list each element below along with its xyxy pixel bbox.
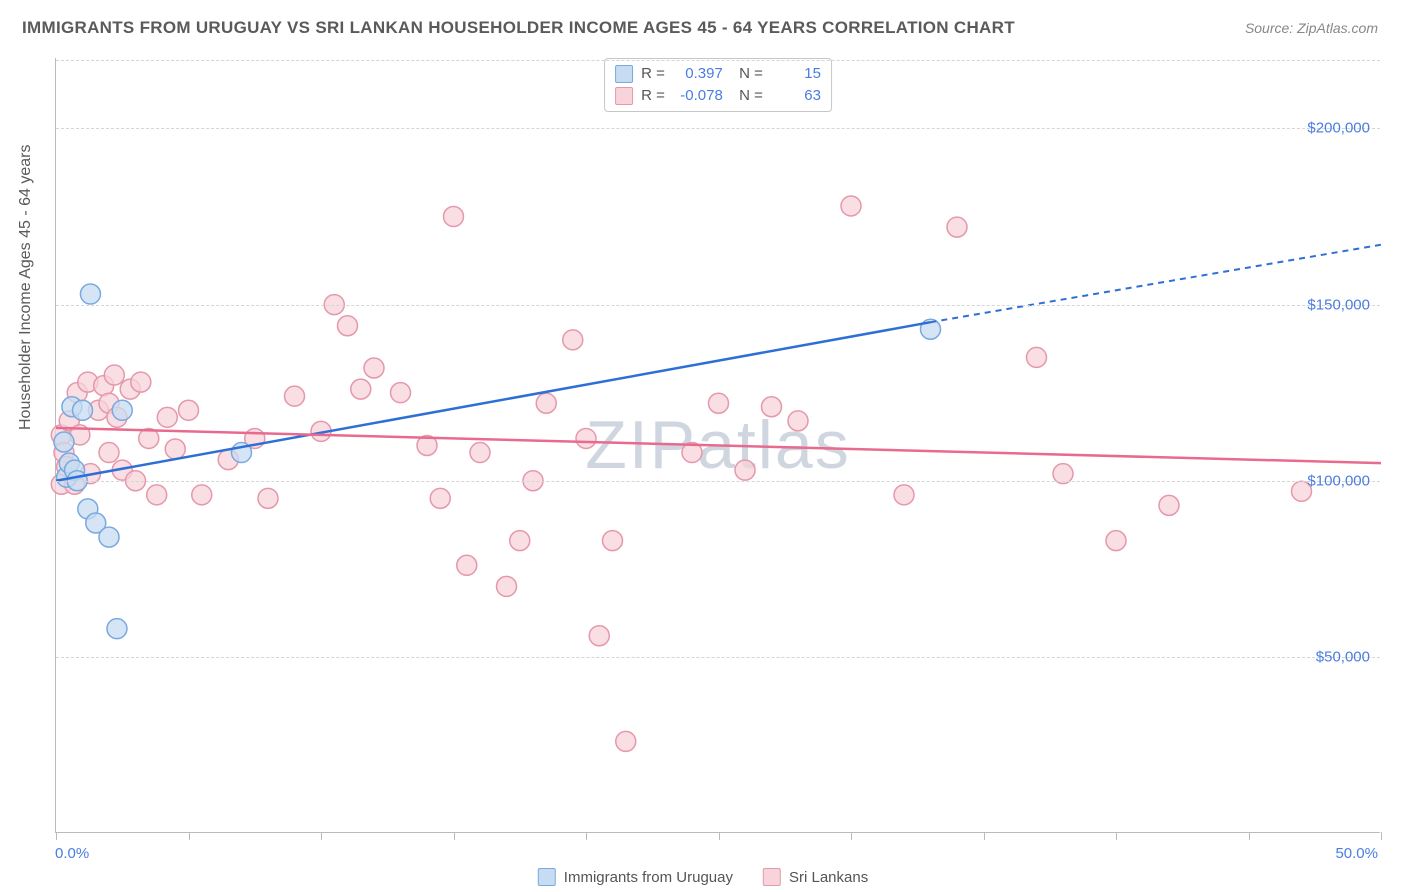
data-point <box>589 626 609 646</box>
x-tick-mark <box>984 832 985 840</box>
correlation-stats-box: R = 0.397 N = 15 R = -0.078 N = 63 <box>604 58 832 112</box>
gridline-h <box>56 481 1380 482</box>
x-tick-mark <box>321 832 322 840</box>
data-point <box>841 196 861 216</box>
data-point <box>470 443 490 463</box>
y-tick-label: $100,000 <box>1307 472 1370 489</box>
x-tick-mark <box>1381 832 1382 840</box>
swatch-series-a <box>615 65 633 83</box>
stats-row-series-a: R = 0.397 N = 15 <box>615 63 821 85</box>
n-label: N = <box>731 85 763 107</box>
data-point <box>576 428 596 448</box>
x-tick-mark <box>454 832 455 840</box>
data-point <box>603 531 623 551</box>
x-tick-mark <box>586 832 587 840</box>
x-tick-mark <box>189 832 190 840</box>
data-point <box>563 330 583 350</box>
x-tick-max: 50.0% <box>1335 845 1378 862</box>
data-point <box>104 365 124 385</box>
data-point <box>351 379 371 399</box>
source-attribution: Source: ZipAtlas.com <box>1245 20 1378 36</box>
data-point <box>1106 531 1126 551</box>
legend-swatch-a <box>538 868 556 886</box>
data-point <box>285 386 305 406</box>
data-point <box>536 393 556 413</box>
data-point <box>258 488 278 508</box>
x-tick-mark <box>719 832 720 840</box>
gridline-h <box>56 128 1380 129</box>
data-point <box>1027 347 1047 367</box>
data-point <box>709 393 729 413</box>
data-point <box>364 358 384 378</box>
gridline-h <box>56 657 1380 658</box>
y-tick-label: $150,000 <box>1307 296 1370 313</box>
legend-label-b: Sri Lankans <box>789 869 868 886</box>
x-tick-mark <box>56 832 57 840</box>
plot-area: ZIPatlas R = 0.397 N = 15 R = -0.078 N =… <box>55 58 1380 833</box>
data-point <box>788 411 808 431</box>
legend-swatch-b <box>763 868 781 886</box>
data-point <box>735 460 755 480</box>
data-point <box>762 397 782 417</box>
stats-row-series-b: R = -0.078 N = 63 <box>615 85 821 107</box>
data-point <box>510 531 530 551</box>
data-point <box>947 217 967 237</box>
data-point <box>894 485 914 505</box>
n-label: N = <box>731 63 763 85</box>
legend-label-a: Immigrants from Uruguay <box>564 869 733 886</box>
y-axis-title: Householder Income Ages 45 - 64 years <box>17 145 35 431</box>
y-tick-label: $200,000 <box>1307 120 1370 137</box>
data-point <box>616 731 636 751</box>
data-point <box>165 439 185 459</box>
data-point <box>1159 495 1179 515</box>
legend-item-b: Sri Lankans <box>763 868 868 886</box>
chart-svg <box>56 58 1380 832</box>
data-point <box>99 443 119 463</box>
y-tick-label: $50,000 <box>1316 648 1370 665</box>
data-point <box>54 432 74 452</box>
data-point <box>192 485 212 505</box>
r-value-b: -0.078 <box>673 85 723 107</box>
data-point <box>131 372 151 392</box>
data-point <box>497 576 517 596</box>
bottom-legend: Immigrants from Uruguay Sri Lankans <box>538 868 868 886</box>
swatch-series-b <box>615 87 633 105</box>
chart-title: IMMIGRANTS FROM URUGUAY VS SRI LANKAN HO… <box>22 18 1015 38</box>
gridline-h <box>56 305 1380 306</box>
data-point <box>338 316 358 336</box>
data-point <box>99 527 119 547</box>
x-tick-min: 0.0% <box>55 845 89 862</box>
data-point <box>457 555 477 575</box>
r-label: R = <box>641 85 665 107</box>
r-value-a: 0.397 <box>673 63 723 85</box>
data-point <box>430 488 450 508</box>
data-point <box>73 400 93 420</box>
n-value-a: 15 <box>771 63 821 85</box>
n-value-b: 63 <box>771 85 821 107</box>
r-label: R = <box>641 63 665 85</box>
x-tick-mark <box>1249 832 1250 840</box>
x-tick-mark <box>851 832 852 840</box>
x-tick-mark <box>1116 832 1117 840</box>
data-point <box>147 485 167 505</box>
data-point <box>179 400 199 420</box>
data-point <box>80 284 100 304</box>
data-point <box>112 400 132 420</box>
data-point <box>391 383 411 403</box>
data-point <box>444 207 464 227</box>
data-point <box>157 407 177 427</box>
data-point <box>107 619 127 639</box>
legend-item-a: Immigrants from Uruguay <box>538 868 733 886</box>
